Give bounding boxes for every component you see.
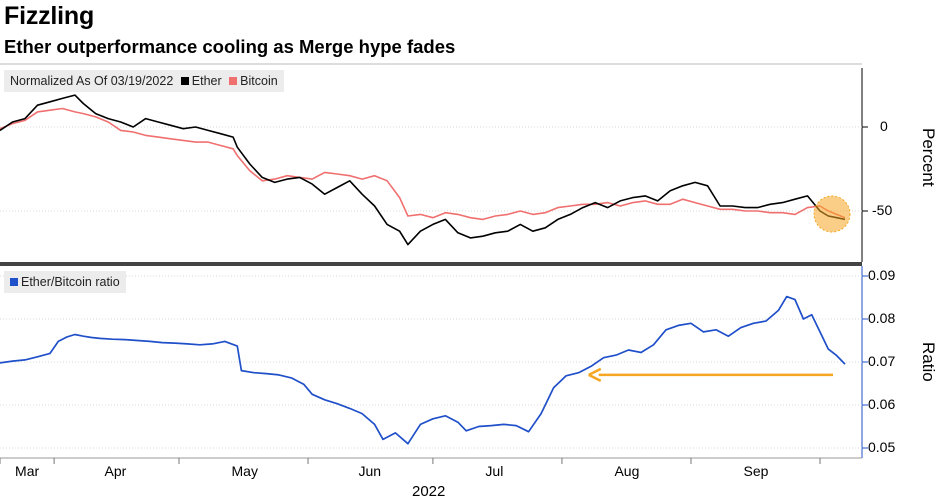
top-series-group bbox=[0, 94, 846, 246]
top-ytick-label: -50 bbox=[872, 202, 893, 218]
recent-drop-highlight bbox=[813, 195, 851, 233]
x-month-label: Apr bbox=[104, 463, 127, 479]
bottom-ytick-label: 0.05 bbox=[868, 439, 896, 455]
legend-ether: Ether bbox=[191, 74, 222, 88]
bottom-grid bbox=[0, 275, 868, 449]
bottom-ytick-label: 0.08 bbox=[868, 310, 896, 326]
legend-prefix: Normalized As Of 03/19/2022 bbox=[10, 74, 174, 88]
top-legend: Normalized As Of 03/19/2022 Ether Bitcoi… bbox=[4, 70, 284, 92]
chart-title: Fizzling bbox=[4, 2, 95, 30]
bottom-ytick-label: 0.09 bbox=[868, 267, 896, 283]
bottom-ytick-label: 0.07 bbox=[868, 353, 896, 369]
x-month-label: Aug bbox=[614, 463, 640, 479]
ether-swatch-icon bbox=[180, 77, 189, 86]
series-line-ether bbox=[0, 94, 846, 246]
x-month-label: May bbox=[231, 463, 258, 479]
x-month-label: Jul bbox=[485, 463, 504, 479]
legend-ratio: Ether/Bitcoin ratio bbox=[21, 275, 120, 289]
ratio-swatch-icon bbox=[10, 278, 18, 287]
bottom-ytick-label: 0.06 bbox=[868, 396, 896, 412]
bitcoin-swatch-icon bbox=[229, 77, 238, 86]
x-month-label: Sep bbox=[743, 463, 769, 479]
x-month-label: Mar bbox=[15, 463, 40, 479]
series-line-bitcoin bbox=[0, 107, 846, 221]
top-y-title: Percent bbox=[919, 128, 938, 187]
x-year-label: 2022 bbox=[412, 483, 446, 500]
top-grid bbox=[0, 126, 868, 212]
chart-subtitle: Ether outperformance cooling as Merge hy… bbox=[4, 36, 456, 57]
bottom-legend: Ether/Bitcoin ratio bbox=[4, 271, 126, 293]
arrow-head-icon bbox=[588, 367, 602, 383]
x-month-label: Jun bbox=[358, 463, 382, 479]
ratio-arrow-annotation bbox=[588, 367, 833, 383]
series-line-ratio bbox=[0, 295, 846, 445]
legend-bitcoin: Bitcoin bbox=[240, 74, 278, 88]
x-ticks bbox=[0, 458, 821, 464]
bottom-y-title: Ratio bbox=[919, 342, 938, 382]
top-ytick-label: 0 bbox=[880, 118, 888, 134]
bottom-series-group bbox=[0, 295, 846, 445]
